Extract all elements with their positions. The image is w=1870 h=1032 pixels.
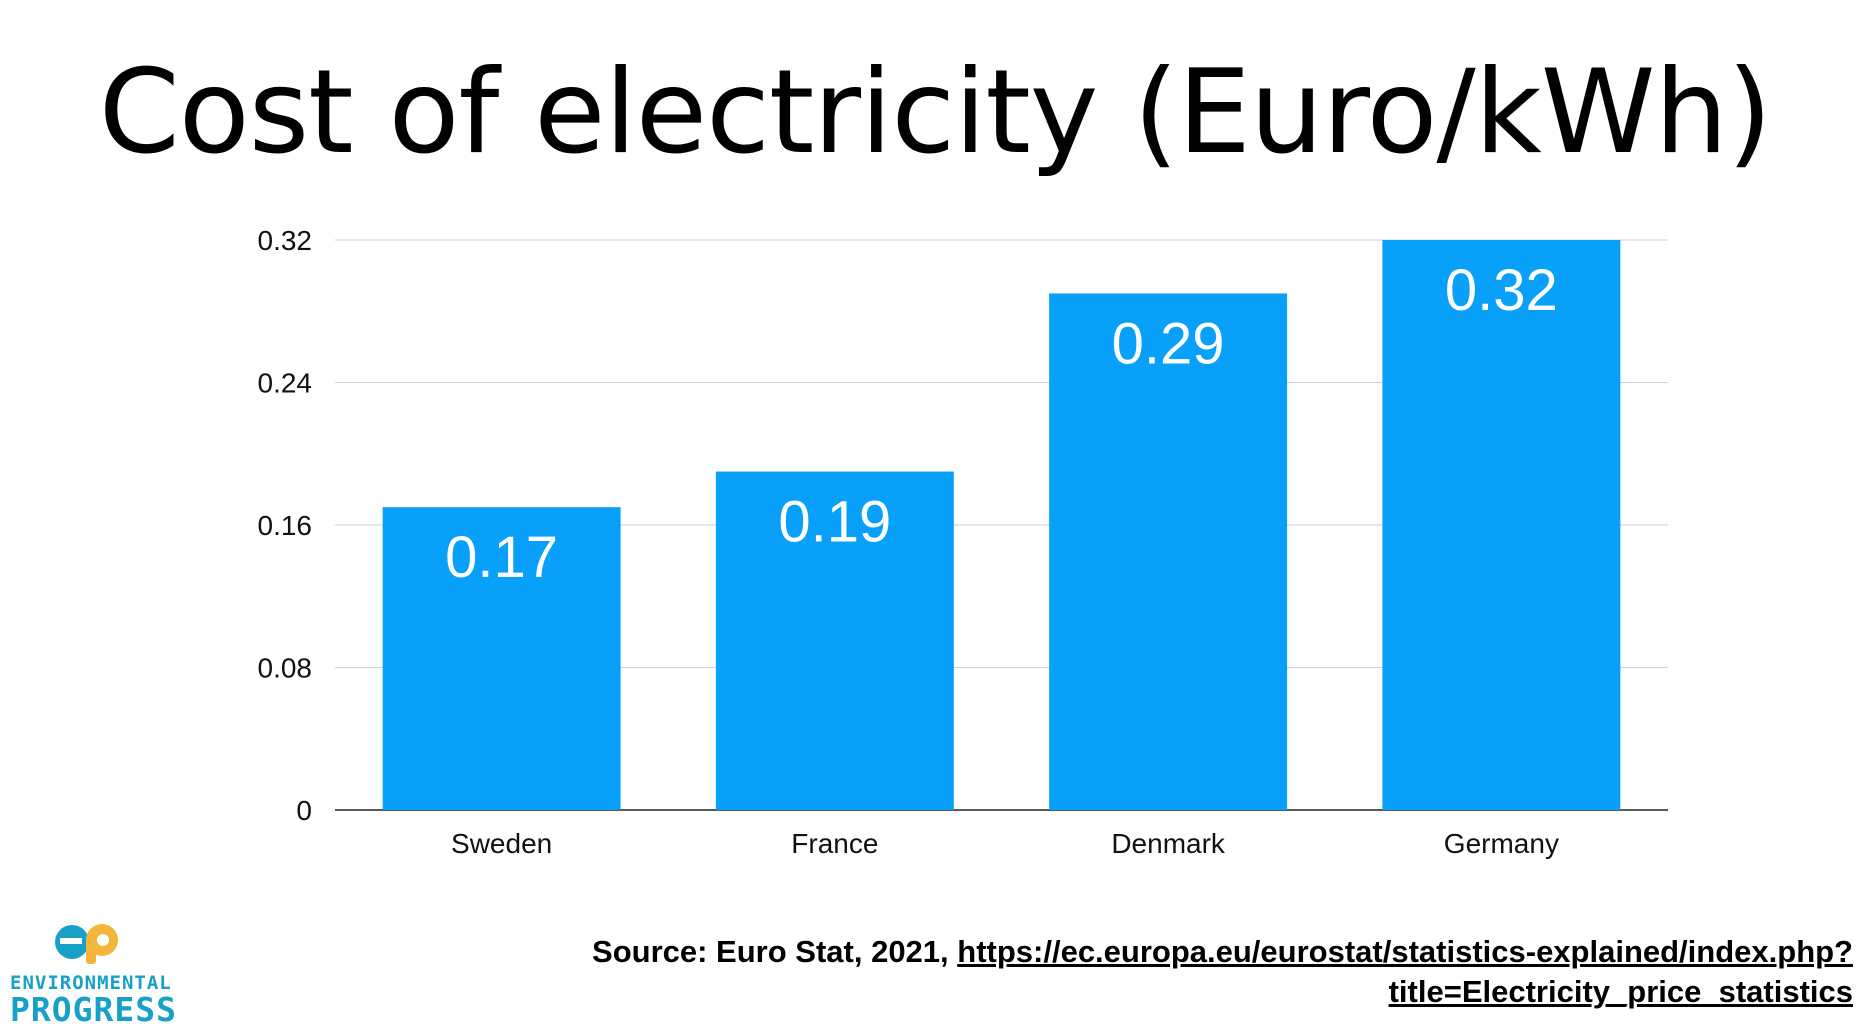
environmental-progress-logo: ENVIRONMENTAL PROGRESS: [10, 918, 177, 1029]
x-tick-label: Denmark: [1111, 828, 1226, 859]
x-axis-tick-labels: Sweden France Denmark Germany: [451, 828, 1559, 859]
x-tick-label: Germany: [1444, 828, 1559, 859]
y-tick-label: 0: [296, 795, 312, 826]
y-axis-tick-labels: 0 0.08 0.16 0.24 0.32: [258, 225, 313, 826]
data-label: 0.19: [778, 490, 891, 555]
bar-denmark: [1049, 293, 1288, 810]
data-label: 0.32: [1445, 258, 1558, 323]
x-tick-label: France: [791, 828, 878, 859]
bars: 0.17 0.19 0.29 0.32: [382, 240, 1621, 810]
data-label: 0.17: [445, 525, 558, 590]
ep-logo-icon: [55, 924, 118, 964]
source-prefix: Source: Euro Stat, 2021,: [592, 934, 958, 969]
source-link-line2[interactable]: title=Electricity_price_statistics: [1388, 974, 1853, 1009]
bar-sweden: [382, 507, 621, 810]
logo-line1: ENVIRONMENTAL: [10, 972, 172, 994]
logo-line2: PROGRESS: [10, 990, 177, 1029]
source-link-line1[interactable]: https://ec.europa.eu/eurostat/statistics…: [957, 934, 1853, 969]
source-citation: Source: Euro Stat, 2021, https://ec.euro…: [592, 932, 1853, 1012]
chart-title: Cost of electricity (Euro/kWh): [98, 45, 1773, 180]
y-tick-label: 0.16: [258, 510, 313, 541]
data-label: 0.29: [1112, 311, 1225, 376]
y-tick-label: 0.32: [258, 225, 313, 256]
x-tick-label: Sweden: [451, 828, 552, 859]
y-tick-label: 0.24: [258, 368, 313, 399]
bar-france: [715, 471, 954, 810]
y-tick-label: 0.08: [258, 653, 313, 684]
bar-germany: [1382, 240, 1621, 810]
